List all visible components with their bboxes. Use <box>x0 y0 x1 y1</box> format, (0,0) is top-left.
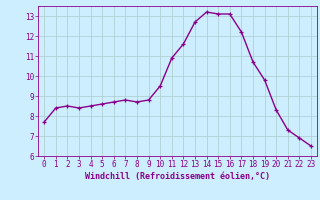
X-axis label: Windchill (Refroidissement éolien,°C): Windchill (Refroidissement éolien,°C) <box>85 172 270 181</box>
